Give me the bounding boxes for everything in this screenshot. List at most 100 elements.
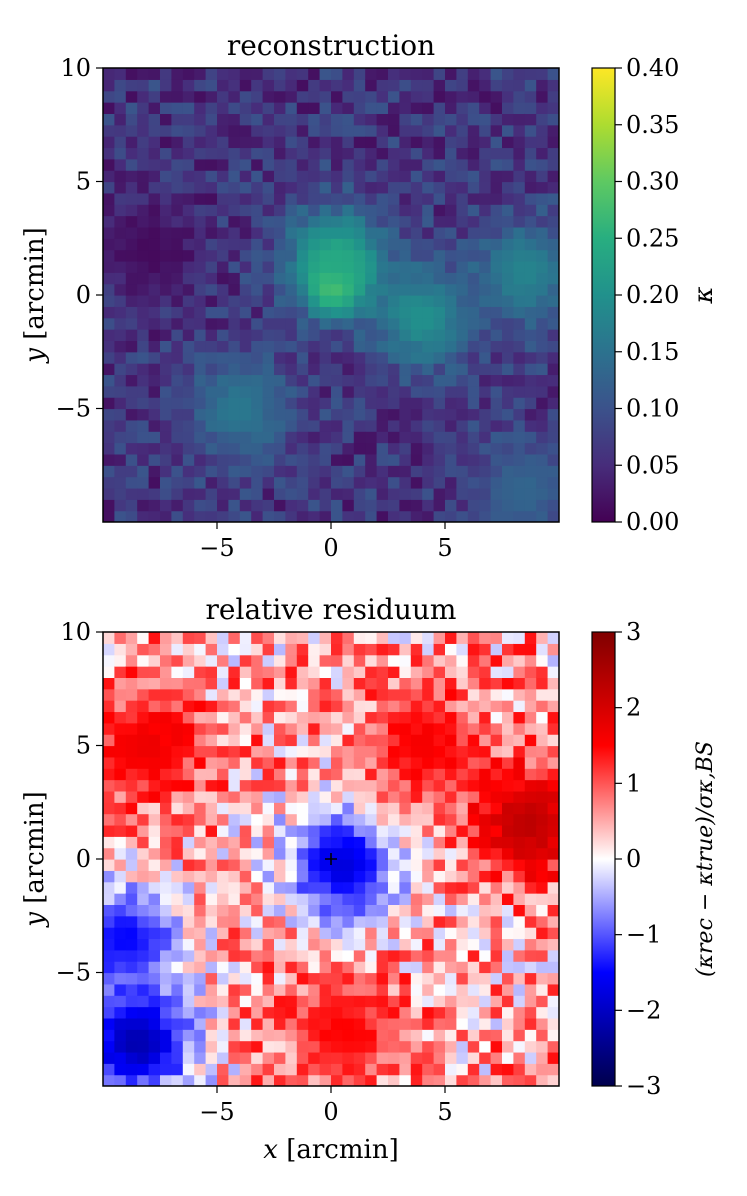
- heatmap-cell: [285, 700, 298, 713]
- heatmap-cell: [296, 802, 309, 815]
- heatmap-cell: [217, 745, 229, 758]
- heatmap-cell: [547, 904, 559, 917]
- heatmap-cell: [547, 1017, 559, 1030]
- heatmap-cell: [171, 666, 184, 678]
- heatmap-cell: [228, 927, 241, 940]
- heatmap-cell: [353, 1063, 366, 1076]
- heatmap-cell: [479, 147, 492, 160]
- heatmap-cell: [251, 1040, 264, 1053]
- heatmap-cell: [376, 961, 389, 974]
- heatmap-cell: [308, 204, 321, 217]
- heatmap-cell: [399, 666, 412, 678]
- heatmap-cell: [160, 893, 172, 905]
- heatmap-cell: [376, 124, 389, 137]
- heatmap-cell: [217, 249, 229, 262]
- heatmap-cell: [171, 79, 184, 92]
- heatmap-cell: [171, 802, 184, 815]
- heatmap-cell: [239, 1017, 252, 1030]
- heatmap-cell: [513, 90, 526, 103]
- heatmap-cell: [285, 329, 298, 341]
- heatmap-cell: [331, 510, 343, 522]
- heatmap-cell: [308, 397, 321, 410]
- heatmap-cell: [524, 893, 537, 905]
- heatmap-cell: [479, 476, 492, 489]
- heatmap-cell: [296, 487, 309, 500]
- heatmap-cell: [285, 317, 298, 330]
- heatmap-cell: [274, 260, 286, 273]
- heatmap-cell: [365, 215, 378, 228]
- heatmap-cell: [445, 722, 457, 735]
- heatmap-cell: [171, 510, 184, 522]
- heatmap-cell: [103, 881, 115, 894]
- heatmap-cell: [388, 102, 400, 114]
- heatmap-cell: [285, 938, 298, 951]
- heatmap-cell: [308, 226, 321, 239]
- heatmap-cell: [479, 870, 492, 883]
- heatmap-cell: [433, 363, 446, 376]
- heatmap-cell: [524, 813, 537, 826]
- heatmap-cell: [422, 113, 435, 126]
- heatmap-cell: [376, 238, 389, 251]
- heatmap-cell: [296, 722, 309, 735]
- heatmap-cell: [274, 90, 286, 103]
- heatmap-cell: [467, 961, 480, 974]
- heatmap-cell: [376, 938, 389, 951]
- heatmap-cell: [182, 972, 195, 985]
- heatmap-cell: [274, 102, 286, 114]
- heatmap-cell: [513, 722, 526, 735]
- heatmap-cell: [513, 68, 526, 80]
- heatmap-cell: [308, 1017, 321, 1030]
- heatmap-cell: [513, 79, 526, 92]
- heatmap-cell: [467, 995, 480, 1008]
- heatmap-cell: [125, 487, 138, 500]
- heatmap-cell: [388, 859, 400, 871]
- heatmap-cell: [285, 927, 298, 940]
- heatmap-cell: [353, 904, 366, 917]
- heatmap-cell: [490, 802, 503, 815]
- heatmap-cell: [285, 1029, 298, 1042]
- heatmap-cell: [490, 453, 503, 466]
- heatmap-cell: [285, 363, 298, 376]
- heatmap-cell: [467, 654, 480, 667]
- heatmap-cell: [410, 385, 423, 398]
- heatmap-cell: [524, 870, 537, 883]
- heatmap-cell: [456, 802, 469, 815]
- heatmap-cell: [160, 374, 172, 387]
- heatmap-cell: [137, 306, 150, 319]
- heatmap-cell: [524, 666, 537, 678]
- heatmap-cell: [376, 431, 389, 444]
- heatmap-cell: [308, 431, 321, 444]
- heatmap-cell: [445, 317, 457, 330]
- heatmap-cell: [239, 677, 252, 690]
- heatmap-cell: [456, 893, 469, 905]
- heatmap-cell: [125, 431, 138, 444]
- heatmap-cell: [331, 949, 343, 962]
- heatmap-cell: [285, 260, 298, 273]
- heatmap-cell: [125, 677, 138, 690]
- heatmap-cell: [502, 283, 514, 296]
- heatmap-cell: [239, 847, 252, 860]
- heatmap-cell: [274, 295, 286, 307]
- heatmap-cell: [445, 779, 457, 792]
- heatmap-cell: [365, 340, 378, 353]
- heatmap-cell: [148, 317, 161, 330]
- heatmap-cell: [137, 711, 150, 724]
- heatmap-cell: [445, 1006, 457, 1019]
- heatmap-cell: [433, 949, 446, 962]
- heatmap-cell: [171, 419, 184, 432]
- heatmap-cell: [513, 317, 526, 330]
- heatmap-cell: [479, 768, 492, 781]
- heatmap-cell: [217, 476, 229, 489]
- heatmap-cell: [536, 306, 549, 319]
- heatmap-cell: [353, 340, 366, 353]
- heatmap-cell: [194, 102, 207, 114]
- heatmap-cell: [251, 677, 264, 690]
- heatmap-cell: [376, 147, 389, 160]
- heatmap-cell: [445, 983, 457, 996]
- heatmap-cell: [137, 385, 150, 398]
- heatmap-cell: [353, 487, 366, 500]
- heatmap-cell: [239, 351, 252, 364]
- heatmap-cell: [160, 836, 172, 849]
- heatmap-cell: [456, 170, 469, 183]
- heatmap-cell: [513, 836, 526, 849]
